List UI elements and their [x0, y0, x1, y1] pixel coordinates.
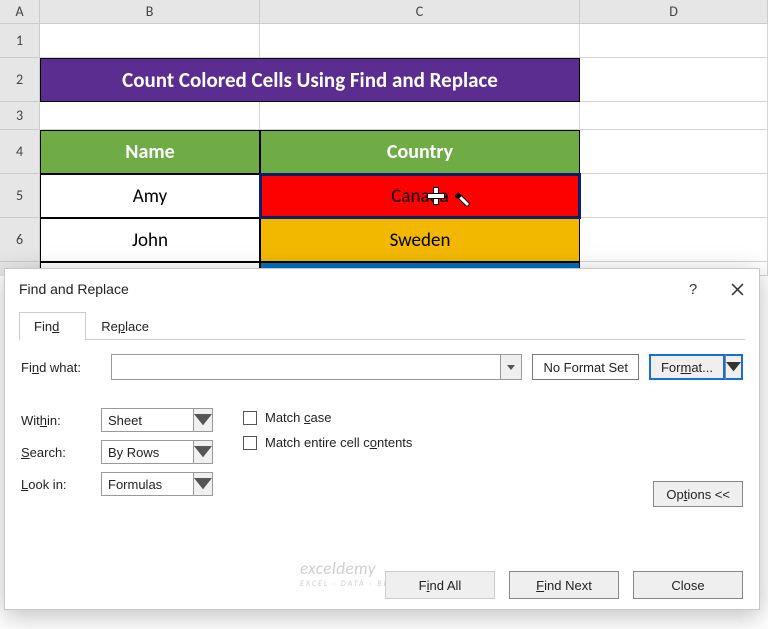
no-format-label: No Format Set — [532, 354, 639, 380]
cell-B1[interactable] — [40, 24, 260, 58]
search-value: By Rows — [101, 440, 193, 464]
banner-cell[interactable]: Count Colored Cells Using Find and Repla… — [40, 58, 580, 102]
eyedropper-icon — [454, 186, 479, 211]
cell-D2[interactable] — [580, 58, 768, 102]
cell-country-0[interactable]: Canada — [260, 174, 580, 218]
cell-B3[interactable] — [40, 102, 260, 130]
cell-D5[interactable] — [580, 174, 768, 218]
format-button[interactable]: Format... — [649, 354, 743, 380]
within-value: Sheet — [101, 408, 193, 432]
col-header-C[interactable]: C — [260, 0, 580, 23]
row-header-6[interactable]: 6 — [0, 218, 40, 262]
cell-C3[interactable] — [260, 102, 580, 130]
spreadsheet: A B C D 1 2 Count Colored Cells Using Fi… — [0, 0, 768, 276]
cell-name-0[interactable]: Amy — [40, 174, 260, 218]
help-button[interactable]: ? — [671, 269, 715, 309]
cell-D1[interactable] — [580, 24, 768, 58]
cell-C1[interactable] — [260, 24, 580, 58]
col-header-D[interactable]: D — [580, 0, 768, 23]
find-what-label: Find what: — [21, 360, 101, 375]
col-header-A[interactable]: A — [0, 0, 40, 23]
within-combo[interactable]: Sheet — [101, 408, 213, 432]
checkbox-icon — [243, 411, 257, 425]
cell-country-1[interactable]: Sweden — [260, 218, 580, 262]
lookin-combo[interactable]: Formulas — [101, 472, 213, 496]
match-entire-label: Match entire cell contents — [265, 435, 412, 450]
find-replace-dialog: Find and Replace ? Find Replace Find wha… — [4, 268, 760, 610]
close-button[interactable]: Close — [633, 571, 743, 599]
format-dropdown-icon[interactable] — [725, 354, 743, 380]
row-header-1[interactable]: 1 — [0, 24, 40, 58]
row-header-4[interactable]: 4 — [0, 130, 40, 174]
row-header-5[interactable]: 5 — [0, 174, 40, 218]
tab-strip: Find Replace — [19, 311, 745, 340]
chevron-down-icon[interactable] — [193, 472, 213, 496]
checkbox-icon — [243, 436, 257, 450]
match-case-label: Match case — [265, 410, 331, 425]
search-combo[interactable]: By Rows — [101, 440, 213, 464]
cell-name-1[interactable]: John — [40, 218, 260, 262]
tab-replace[interactable]: Replace — [86, 312, 176, 340]
find-what-dropdown[interactable] — [500, 354, 522, 380]
chevron-down-icon[interactable] — [193, 440, 213, 464]
close-icon[interactable] — [715, 269, 759, 309]
cell-country-0-text: Canada — [391, 185, 448, 208]
lookin-label: Look in: — [21, 477, 91, 492]
match-entire-checkbox[interactable]: Match entire cell contents — [243, 435, 412, 450]
find-what-field — [111, 354, 522, 380]
col-header-B[interactable]: B — [40, 0, 260, 23]
search-label: Search: — [21, 445, 91, 460]
lookin-value: Formulas — [101, 472, 193, 496]
dialog-button-row: Find All Find Next Close — [5, 571, 759, 599]
chevron-down-icon[interactable] — [193, 408, 213, 432]
cell-D3[interactable] — [580, 102, 768, 130]
tab-find[interactable]: Find — [19, 312, 86, 340]
table-header-country[interactable]: Country — [260, 130, 580, 174]
find-next-button[interactable]: Find Next — [509, 571, 619, 599]
row-header-2[interactable]: 2 — [0, 58, 40, 102]
within-label: Within: — [21, 413, 91, 428]
column-headers: A B C D — [0, 0, 768, 24]
find-what-input[interactable] — [111, 354, 500, 380]
find-all-button[interactable]: Find All — [385, 571, 495, 599]
dialog-titlebar[interactable]: Find and Replace ? — [5, 269, 759, 309]
options-button[interactable]: Options << — [653, 481, 743, 507]
cell-D6[interactable] — [580, 218, 768, 262]
row-header-3[interactable]: 3 — [0, 102, 40, 130]
cell-D4[interactable] — [580, 130, 768, 174]
table-header-name[interactable]: Name — [40, 130, 260, 174]
match-case-checkbox[interactable]: Match case — [243, 410, 412, 425]
dialog-title-text: Find and Replace — [19, 281, 129, 297]
